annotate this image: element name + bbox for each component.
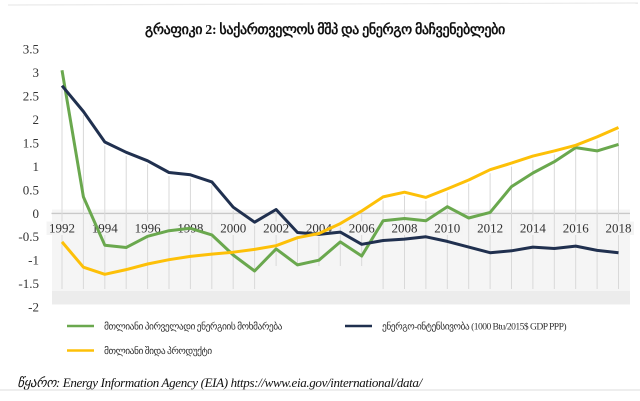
svg-text:მთლიანი პირველადი ენერგიის მოხ: მთლიანი პირველადი ენერგიის მოხმარება xyxy=(104,321,283,333)
svg-text:2016: 2016 xyxy=(563,221,590,236)
svg-text:2: 2 xyxy=(33,112,40,127)
svg-text:2010: 2010 xyxy=(434,221,460,236)
svg-text:2018: 2018 xyxy=(606,221,632,236)
svg-text:2008: 2008 xyxy=(392,221,418,236)
svg-text:-1: -1 xyxy=(28,253,39,268)
svg-text:3.5: 3.5 xyxy=(23,42,39,57)
svg-text:2002: 2002 xyxy=(263,221,289,236)
svg-text:2.5: 2.5 xyxy=(23,89,39,104)
svg-text:-0.5: -0.5 xyxy=(18,229,39,244)
svg-text:2014: 2014 xyxy=(520,221,547,236)
svg-text:გრაფიკი 2: საქართველოს მშპ და: გრაფიკი 2: საქართველოს მშპ და ენერგო მაჩ… xyxy=(145,22,505,38)
svg-text:1: 1 xyxy=(33,159,40,174)
svg-text:2012: 2012 xyxy=(477,221,503,236)
svg-text:მთლიანი შიდა პროდუქტი: მთლიანი შიდა პროდუქტი xyxy=(104,345,212,357)
svg-text:წყარო: Energy Information Agen: წყარო: Energy Information Agency (EIA) h… xyxy=(17,375,424,391)
svg-text:2006: 2006 xyxy=(349,221,376,236)
svg-text:2000: 2000 xyxy=(220,221,246,236)
svg-text:1.5: 1.5 xyxy=(23,136,39,151)
svg-text:-1.5: -1.5 xyxy=(18,276,39,291)
svg-text:ენერგო-ინტენსივობა (1000 Btu/2: ენერგო-ინტენსივობა (1000 Btu/2015$ GDP P… xyxy=(382,321,566,333)
svg-text:0: 0 xyxy=(33,206,40,221)
svg-text:1992: 1992 xyxy=(49,221,75,236)
svg-text:-2: -2 xyxy=(28,300,39,315)
svg-text:3: 3 xyxy=(33,65,40,80)
svg-text:1996: 1996 xyxy=(135,221,162,236)
svg-text:0.5: 0.5 xyxy=(23,182,39,197)
